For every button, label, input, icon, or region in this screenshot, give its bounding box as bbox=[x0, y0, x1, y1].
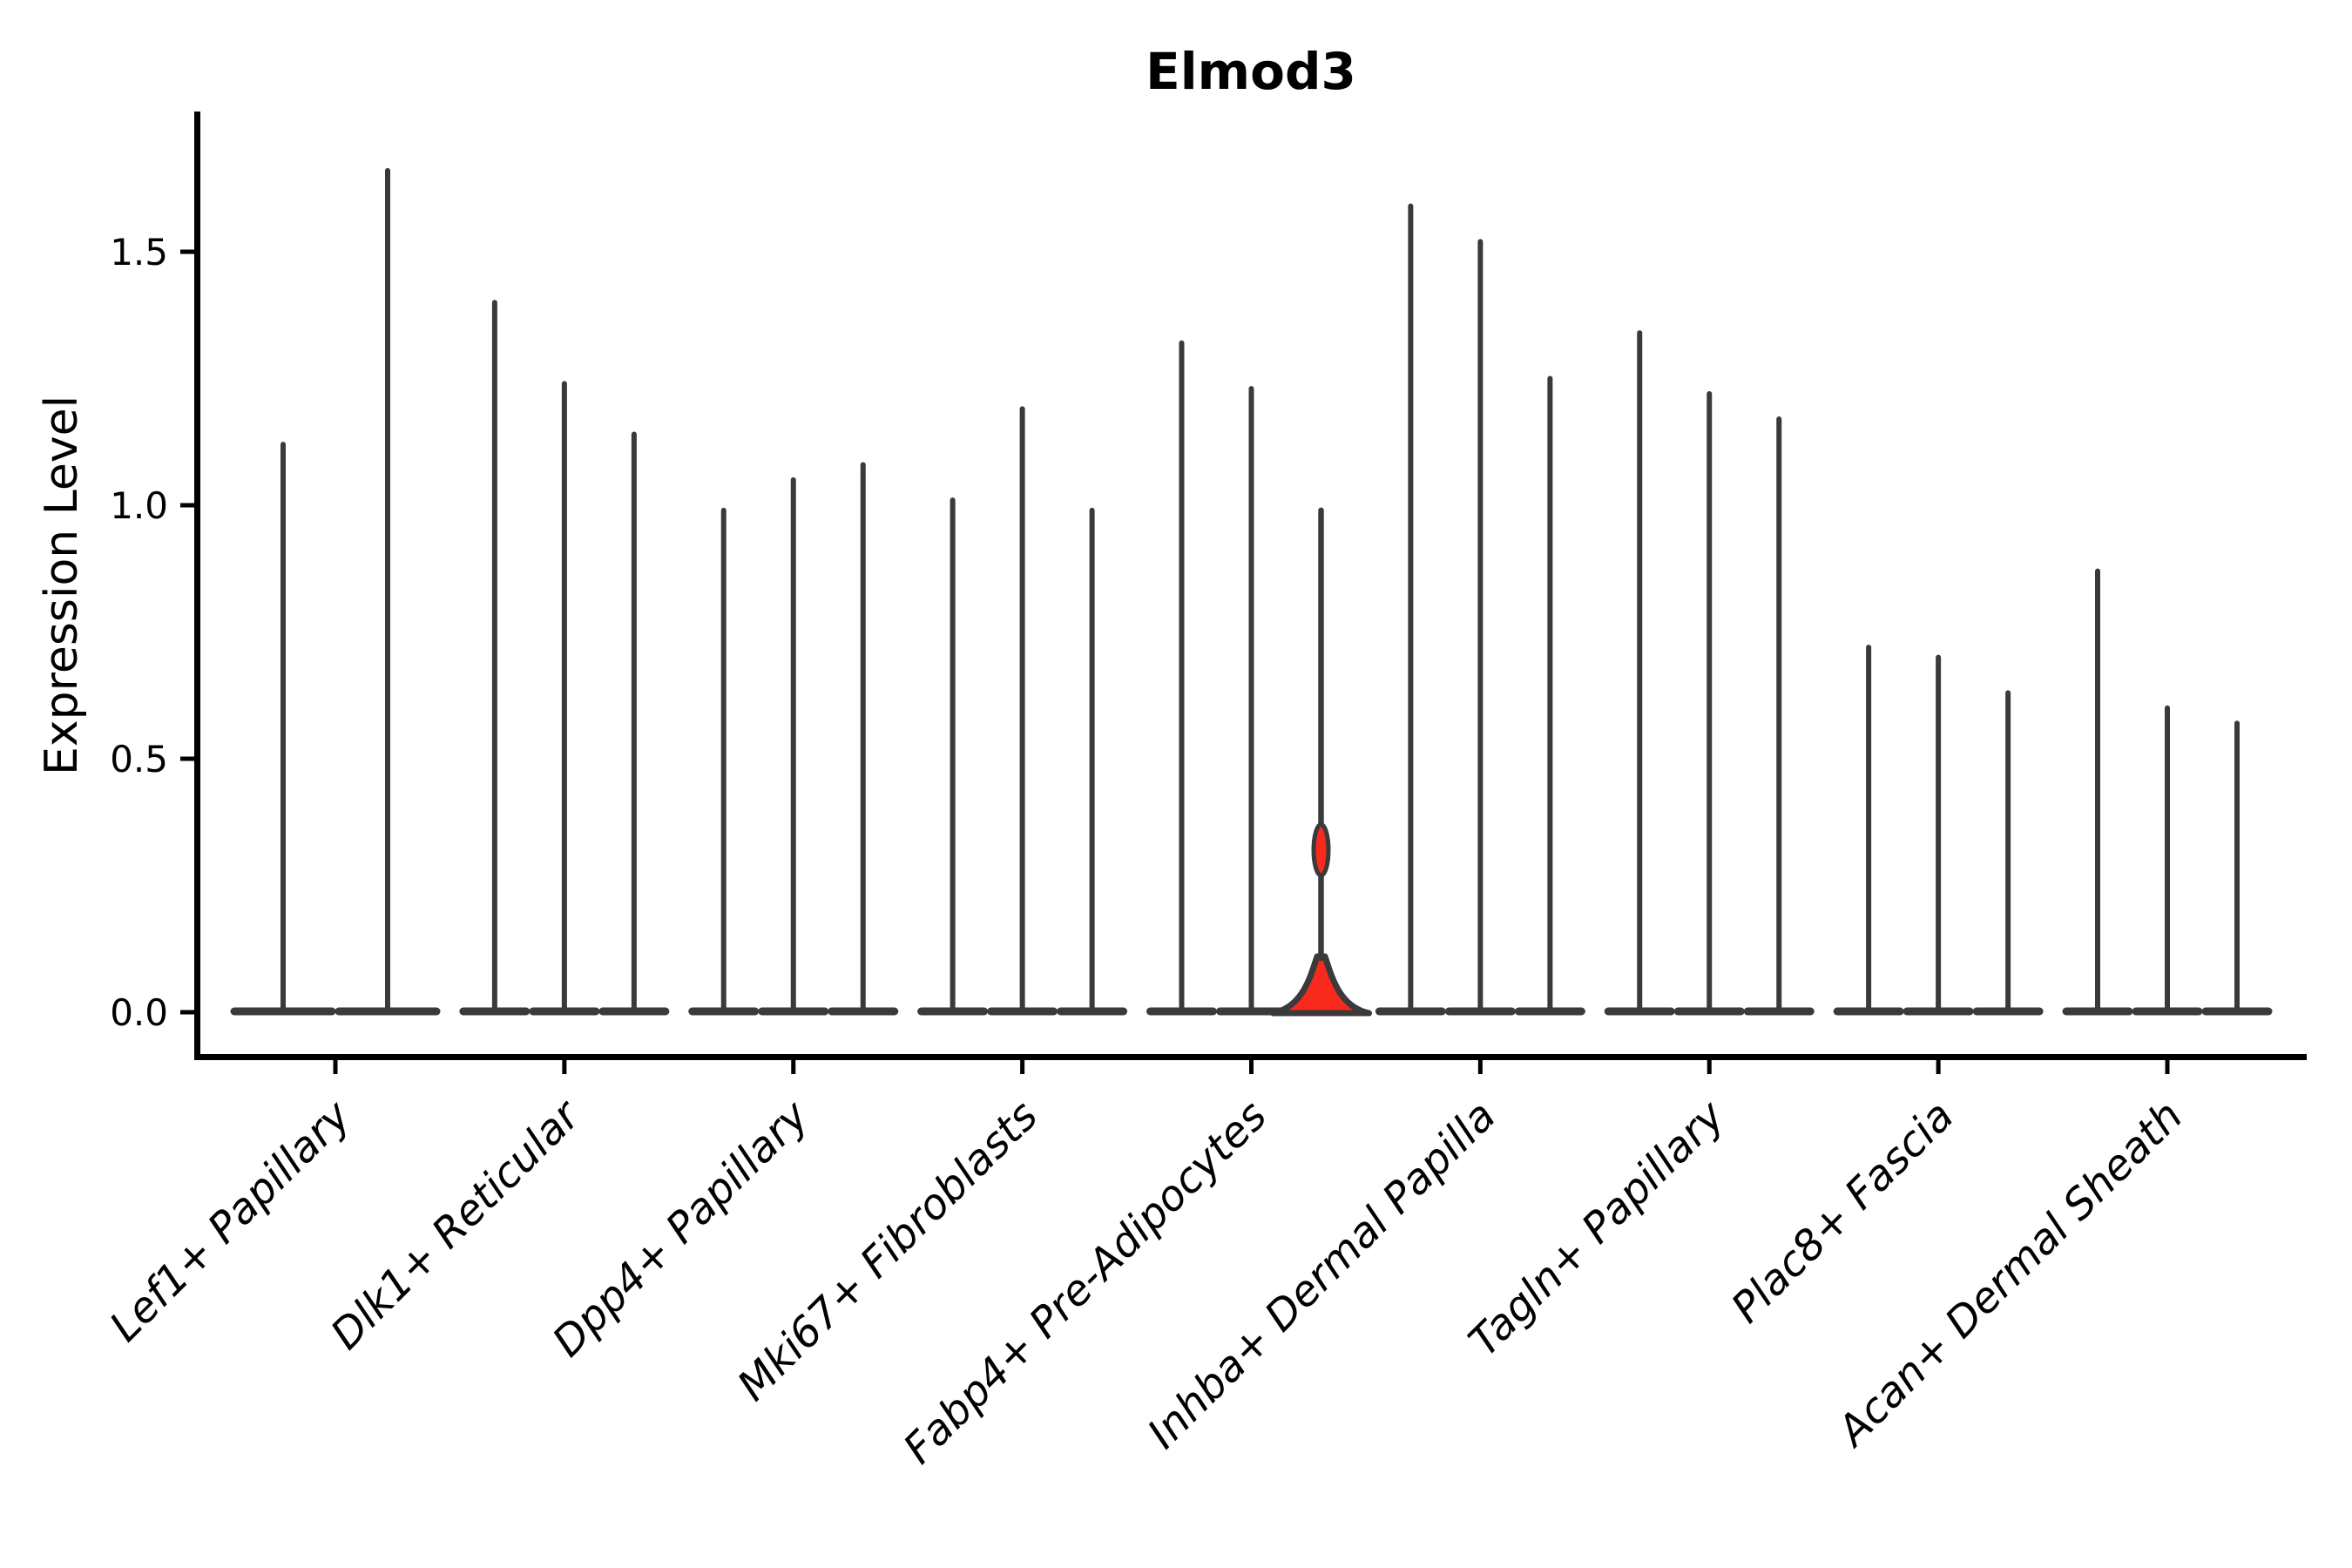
highlight-violin-bulge bbox=[1311, 822, 1331, 878]
x-tick bbox=[1477, 1060, 1483, 1074]
y-tick-label: 1.5 bbox=[110, 231, 168, 274]
y-axis-label: Expression Level bbox=[36, 395, 88, 775]
y-tick bbox=[180, 249, 194, 254]
x-tick bbox=[1936, 1060, 1941, 1074]
x-tick bbox=[333, 1060, 338, 1074]
y-tick-label: 0.5 bbox=[110, 738, 168, 781]
y-tick bbox=[180, 503, 194, 508]
x-tick bbox=[791, 1060, 796, 1074]
chart-title: Elmod3 bbox=[1146, 42, 1356, 101]
y-tick bbox=[180, 756, 194, 761]
x-axis-spine bbox=[194, 1054, 2307, 1060]
y-tick-label: 1.0 bbox=[110, 484, 168, 527]
highlight-violin-base bbox=[1270, 953, 1372, 1017]
x-tick bbox=[2165, 1060, 2170, 1074]
x-tick bbox=[1020, 1060, 1025, 1074]
x-tick bbox=[562, 1060, 567, 1074]
x-tick bbox=[1249, 1060, 1254, 1074]
y-axis-spine bbox=[194, 112, 200, 1060]
x-tick bbox=[1707, 1060, 1712, 1074]
y-tick bbox=[180, 1010, 194, 1015]
y-tick-label: 0.0 bbox=[110, 991, 168, 1034]
